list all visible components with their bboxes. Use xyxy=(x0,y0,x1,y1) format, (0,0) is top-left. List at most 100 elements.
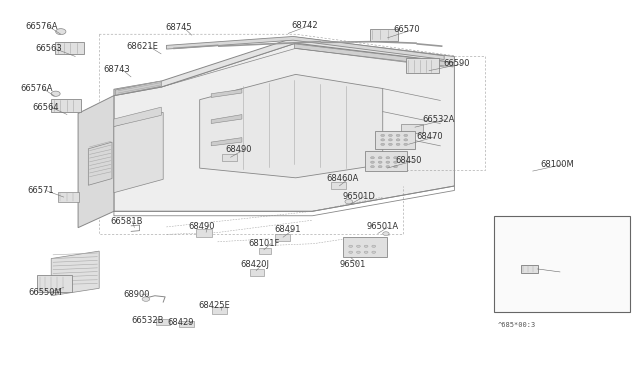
Text: 68490: 68490 xyxy=(189,222,215,231)
Circle shape xyxy=(356,245,360,247)
Polygon shape xyxy=(114,37,454,96)
Circle shape xyxy=(404,139,408,141)
Circle shape xyxy=(394,157,397,159)
FancyBboxPatch shape xyxy=(343,237,387,257)
Polygon shape xyxy=(114,107,161,126)
Text: 68450: 68450 xyxy=(396,156,422,165)
Circle shape xyxy=(356,251,360,253)
Text: 68100M: 68100M xyxy=(541,160,575,169)
Text: 68900: 68900 xyxy=(123,290,149,299)
Circle shape xyxy=(396,134,400,137)
Circle shape xyxy=(388,143,392,145)
Polygon shape xyxy=(78,96,114,228)
FancyBboxPatch shape xyxy=(375,131,415,149)
Circle shape xyxy=(381,134,385,137)
FancyBboxPatch shape xyxy=(406,58,439,73)
FancyBboxPatch shape xyxy=(401,124,423,133)
Text: 68743: 68743 xyxy=(104,65,131,74)
Polygon shape xyxy=(115,81,161,95)
Circle shape xyxy=(371,161,374,163)
Polygon shape xyxy=(88,142,112,185)
Circle shape xyxy=(386,166,390,168)
Circle shape xyxy=(364,245,368,247)
Circle shape xyxy=(404,134,408,137)
Circle shape xyxy=(396,143,400,145)
FancyBboxPatch shape xyxy=(521,265,538,273)
Text: 96501: 96501 xyxy=(339,260,365,269)
FancyBboxPatch shape xyxy=(156,319,170,325)
Circle shape xyxy=(396,139,400,141)
Circle shape xyxy=(364,251,368,253)
Text: 68460A: 68460A xyxy=(326,174,359,183)
Text: 66570: 66570 xyxy=(394,25,420,34)
FancyBboxPatch shape xyxy=(222,154,237,161)
Polygon shape xyxy=(200,74,383,178)
Text: 66532A: 66532A xyxy=(422,115,455,124)
FancyBboxPatch shape xyxy=(331,182,346,189)
Circle shape xyxy=(371,157,374,159)
Text: 68745: 68745 xyxy=(165,23,192,32)
Text: 66576A: 66576A xyxy=(26,22,58,31)
Text: 66590: 66590 xyxy=(443,60,469,68)
Text: 68470: 68470 xyxy=(416,132,443,141)
Polygon shape xyxy=(294,44,453,67)
Text: 68621E: 68621E xyxy=(127,42,159,51)
FancyBboxPatch shape xyxy=(212,307,227,314)
Polygon shape xyxy=(211,138,242,146)
Text: 68742: 68742 xyxy=(291,21,318,30)
Text: 68429: 68429 xyxy=(168,318,194,327)
FancyBboxPatch shape xyxy=(370,29,398,41)
Polygon shape xyxy=(114,43,454,211)
Circle shape xyxy=(386,157,390,159)
Text: 96501A: 96501A xyxy=(366,222,398,231)
Circle shape xyxy=(51,91,60,96)
Circle shape xyxy=(388,134,392,137)
FancyBboxPatch shape xyxy=(196,229,212,237)
Circle shape xyxy=(394,161,397,163)
Text: 66564: 66564 xyxy=(32,103,59,112)
FancyBboxPatch shape xyxy=(37,275,72,292)
Circle shape xyxy=(142,297,150,301)
Circle shape xyxy=(383,232,389,235)
FancyBboxPatch shape xyxy=(55,42,84,54)
Bar xyxy=(494,216,630,312)
Text: 66550M: 66550M xyxy=(29,288,63,296)
Circle shape xyxy=(56,29,66,35)
Text: 68491: 68491 xyxy=(274,225,300,234)
Polygon shape xyxy=(211,115,242,124)
Text: 68425E: 68425E xyxy=(198,301,230,310)
Circle shape xyxy=(381,139,385,141)
Text: ^685*00:3: ^685*00:3 xyxy=(497,322,536,328)
Circle shape xyxy=(372,245,376,247)
Circle shape xyxy=(378,161,382,163)
Text: 66581B: 66581B xyxy=(110,217,143,226)
Text: 68101F: 68101F xyxy=(248,239,280,248)
Circle shape xyxy=(381,143,385,145)
Circle shape xyxy=(388,139,392,141)
FancyBboxPatch shape xyxy=(275,234,290,241)
Polygon shape xyxy=(166,36,444,60)
Circle shape xyxy=(372,251,376,253)
Text: 66576A: 66576A xyxy=(20,84,53,93)
Polygon shape xyxy=(114,112,163,193)
FancyBboxPatch shape xyxy=(179,321,194,327)
Circle shape xyxy=(394,166,397,168)
Text: 66563: 66563 xyxy=(35,44,62,53)
Circle shape xyxy=(378,157,382,159)
Text: 66571: 66571 xyxy=(27,186,54,195)
Circle shape xyxy=(404,143,408,145)
FancyBboxPatch shape xyxy=(51,99,81,112)
Circle shape xyxy=(371,166,374,168)
Text: 68420J: 68420J xyxy=(240,260,269,269)
Text: 66532B: 66532B xyxy=(131,316,164,325)
Circle shape xyxy=(386,161,390,163)
FancyBboxPatch shape xyxy=(259,248,271,254)
Circle shape xyxy=(378,166,382,168)
Polygon shape xyxy=(211,89,242,97)
FancyBboxPatch shape xyxy=(58,192,79,202)
FancyBboxPatch shape xyxy=(365,151,407,171)
Circle shape xyxy=(349,245,353,247)
FancyBboxPatch shape xyxy=(250,269,264,276)
Text: 96501D: 96501D xyxy=(342,192,375,201)
Text: 68490: 68490 xyxy=(225,145,252,154)
